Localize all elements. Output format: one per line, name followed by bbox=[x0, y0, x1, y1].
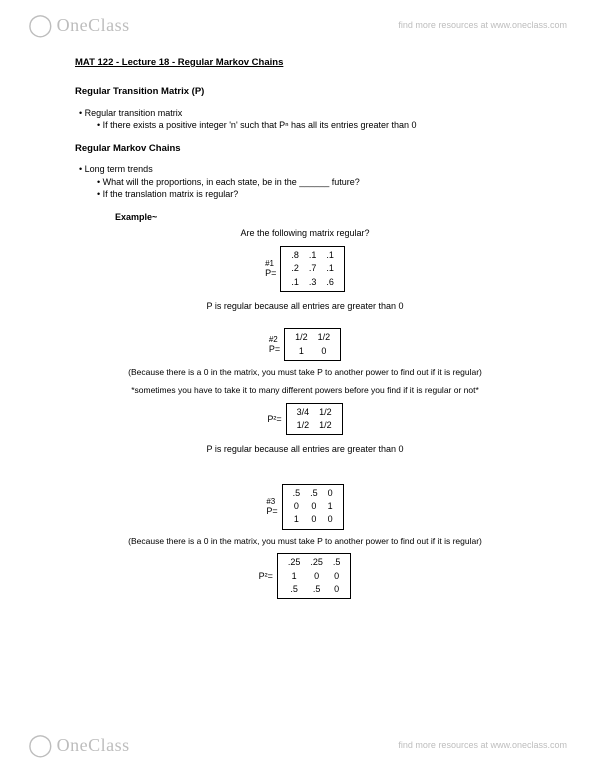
matrix-3b: P²= .25.25.5 100 .5.50 bbox=[75, 553, 535, 599]
matrix-2-note2: *sometimes you have to take it to many d… bbox=[75, 385, 535, 397]
logo-icon: ◯ bbox=[28, 734, 53, 756]
section2-heading: Regular Markov Chains bbox=[75, 142, 535, 155]
document-body: MAT 122 - Lecture 18 - Regular Markov Ch… bbox=[75, 56, 535, 601]
matrix-2b-caption: P is regular because all entries are gre… bbox=[75, 443, 535, 456]
matrix-label: P= bbox=[265, 267, 276, 280]
logo-text: OneClass bbox=[57, 15, 130, 36]
matrix-table: .5.50 001 100 bbox=[282, 484, 344, 530]
matrix-table: .25.25.5 100 .5.50 bbox=[277, 553, 352, 599]
matrix-3-note: (Because there is a 0 in the matrix, you… bbox=[75, 536, 535, 548]
resources-link-top[interactable]: find more resources at www.oneclass.com bbox=[398, 20, 567, 30]
section2-list: Long term trends What will the proportio… bbox=[75, 163, 535, 201]
doc-title: MAT 122 - Lecture 18 - Regular Markov Ch… bbox=[75, 56, 535, 69]
page-header: ◯ OneClass find more resources at www.on… bbox=[0, 14, 595, 36]
page-footer: ◯ OneClass find more resources at www.on… bbox=[0, 734, 595, 756]
brand-logo: ◯ OneClass bbox=[28, 14, 130, 36]
brand-logo-footer: ◯ OneClass bbox=[28, 734, 130, 756]
list-item: If there exists a positive integer 'n' s… bbox=[97, 119, 535, 132]
list-item: If the translation matrix is regular? bbox=[97, 188, 535, 201]
list-item: What will the proportions, in each state… bbox=[97, 176, 535, 189]
matrix-3: #3 P= .5.50 001 100 bbox=[75, 484, 535, 530]
logo-icon: ◯ bbox=[28, 14, 53, 36]
resources-link-bottom[interactable]: find more resources at www.oneclass.com bbox=[398, 740, 567, 750]
matrix-label: P²= bbox=[259, 570, 273, 583]
logo-text: OneClass bbox=[57, 735, 130, 756]
matrix-label: P= bbox=[266, 505, 277, 518]
matrix-table: .8.1.1 .2.7.1 .1.3.6 bbox=[280, 246, 345, 292]
example-question: Are the following matrix regular? bbox=[75, 227, 535, 240]
matrix-1: #1 P= .8.1.1 .2.7.1 .1.3.6 bbox=[75, 246, 535, 292]
list-item: Long term trends bbox=[79, 163, 535, 176]
matrix-table: 3/41/2 1/21/2 bbox=[286, 403, 343, 436]
example-label: Example~ bbox=[115, 211, 535, 224]
list-item: Regular transition matrix bbox=[79, 107, 535, 120]
matrix-2: #2 P= 1/21/2 10 bbox=[75, 328, 535, 361]
section1-list: Regular transition matrix If there exist… bbox=[75, 107, 535, 132]
matrix-2-note1: (Because there is a 0 in the matrix, you… bbox=[75, 367, 535, 379]
section1-heading: Regular Transition Matrix (P) bbox=[75, 85, 535, 98]
matrix-label: P= bbox=[269, 343, 280, 356]
matrix-label: P²= bbox=[267, 413, 281, 426]
matrix-1-caption: P is regular because all entries are gre… bbox=[75, 300, 535, 313]
matrix-table: 1/21/2 10 bbox=[284, 328, 341, 361]
matrix-2b: P²= 3/41/2 1/21/2 bbox=[75, 403, 535, 436]
